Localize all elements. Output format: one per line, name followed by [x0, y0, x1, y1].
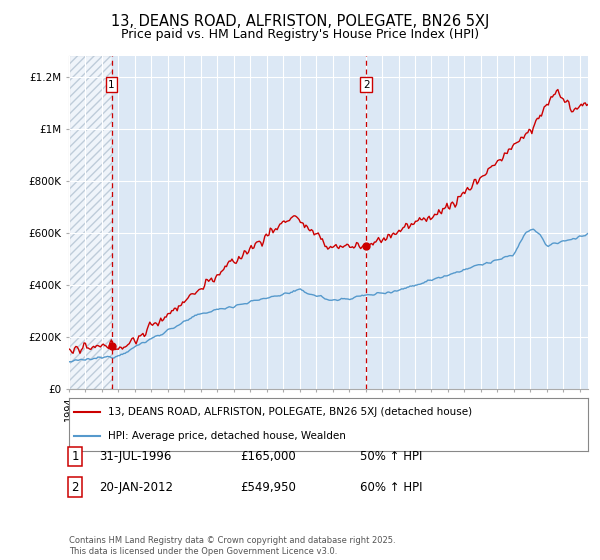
Text: 20-JAN-2012: 20-JAN-2012: [99, 480, 173, 494]
Text: 1: 1: [108, 80, 115, 90]
Text: 31-JUL-1996: 31-JUL-1996: [99, 450, 172, 463]
Text: £165,000: £165,000: [240, 450, 296, 463]
Text: 2: 2: [71, 480, 79, 494]
Bar: [69, 56, 112, 389]
Text: 13, DEANS ROAD, ALFRISTON, POLEGATE, BN26 5XJ: 13, DEANS ROAD, ALFRISTON, POLEGATE, BN2…: [111, 14, 489, 29]
Text: 60% ↑ HPI: 60% ↑ HPI: [360, 480, 422, 494]
Text: Contains HM Land Registry data © Crown copyright and database right 2025.
This d: Contains HM Land Registry data © Crown c…: [69, 536, 395, 556]
Text: £549,950: £549,950: [240, 480, 296, 494]
Bar: [69, 56, 112, 389]
Text: 1: 1: [71, 450, 79, 463]
Text: 2: 2: [363, 80, 370, 90]
Text: HPI: Average price, detached house, Wealden: HPI: Average price, detached house, Weal…: [108, 431, 346, 441]
Text: Price paid vs. HM Land Registry's House Price Index (HPI): Price paid vs. HM Land Registry's House …: [121, 28, 479, 41]
Text: 13, DEANS ROAD, ALFRISTON, POLEGATE, BN26 5XJ (detached house): 13, DEANS ROAD, ALFRISTON, POLEGATE, BN2…: [108, 408, 472, 418]
Text: 50% ↑ HPI: 50% ↑ HPI: [360, 450, 422, 463]
